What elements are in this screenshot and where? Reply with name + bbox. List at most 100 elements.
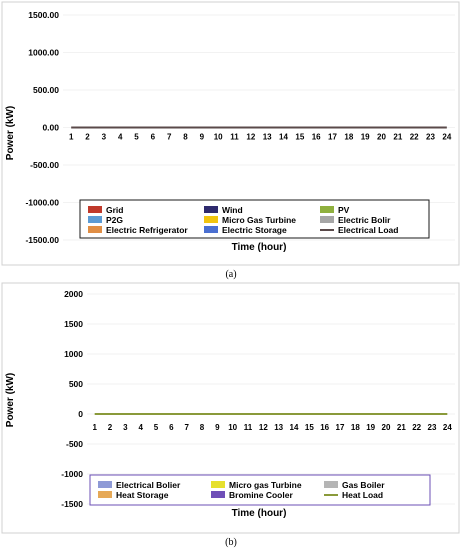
panel-a-legend-swatch bbox=[204, 206, 218, 213]
panel-b-y-tick-label: -1500 bbox=[61, 499, 83, 509]
panel-b-legend-swatch bbox=[324, 481, 338, 488]
panel-b-y-tick-label: 0 bbox=[78, 409, 83, 419]
panel-b-y-tick-label: 500 bbox=[69, 379, 83, 389]
panel-a-category-label: 3 bbox=[102, 133, 107, 142]
chart-panel-a: Power (kW) Time (hour) 1500.00 1000.00 500… bbox=[1, 1, 460, 280]
panel-a-legend-swatch bbox=[204, 226, 218, 233]
panel-a-legend: Grid Wind PV P2G Micro Gas Turbine Electric B… bbox=[79, 199, 430, 239]
panel-a-category-label: 24 bbox=[442, 133, 451, 142]
panel-a-legend-label: Electric Storage bbox=[222, 225, 287, 235]
panel-b-legend-label: Bromine Cooler bbox=[229, 490, 293, 500]
panel-a-y-axis-title: Power (kW) bbox=[5, 106, 16, 160]
panel-a-category-label: 22 bbox=[410, 133, 419, 142]
panel-b-category-label: 19 bbox=[366, 423, 375, 432]
panel-a-category-label: 10 bbox=[214, 133, 223, 142]
panel-b-legend-frame bbox=[89, 474, 431, 506]
panel-a-category-label: 6 bbox=[151, 133, 156, 142]
panel-a-category-label: 19 bbox=[361, 133, 370, 142]
panel-a-legend-swatch bbox=[204, 216, 218, 223]
panel-a-category-label: 18 bbox=[344, 133, 353, 142]
panel-a-legend-swatch bbox=[88, 226, 102, 233]
panel-a-category-label: 14 bbox=[279, 133, 288, 142]
panel-a-y-tick-label: -500.00 bbox=[30, 160, 59, 170]
panel-a-label: (a) bbox=[225, 269, 236, 280]
panel-a-category-label: 23 bbox=[426, 133, 435, 142]
panel-a-y-tick-label: -1000.00 bbox=[25, 198, 59, 208]
panel-a-legend-swatch bbox=[320, 216, 334, 223]
panel-a-legend-label: Wind bbox=[222, 205, 243, 215]
panel-a-category-label: 4 bbox=[118, 133, 123, 142]
panel-a-category-label: 21 bbox=[393, 133, 402, 142]
panel-b-y-tick-label: 1000 bbox=[64, 349, 83, 359]
panel-b-category-label: 10 bbox=[228, 423, 237, 432]
panel-b-y-tick-label: 2000 bbox=[64, 289, 83, 299]
panel-a-legend-label: Electric Bolir bbox=[338, 215, 391, 225]
panel-a-category-label: 8 bbox=[183, 133, 188, 142]
panel-a-category-label: 5 bbox=[134, 133, 139, 142]
panel-b-legend-label: Micro gas Turbine bbox=[229, 480, 302, 490]
panel-a-category-labels: 1 2 3 4 5 6 7 8 9 10 11 12 13 14 15 16 17 18 19 20 21 22 23 24 bbox=[69, 133, 452, 142]
panel-a-y-tick-label: -1500.00 bbox=[25, 235, 59, 245]
panel-b-category-label: 11 bbox=[244, 423, 253, 432]
panel-a-legend-label: Grid bbox=[106, 205, 123, 215]
panel-a-y-tick-label: 500.00 bbox=[33, 85, 59, 95]
panel-a-legend-label: Micro Gas Turbine bbox=[222, 215, 296, 225]
panel-b-y-ticks: 2000 1500 1000 500 0 -500 -1000 -1500 bbox=[61, 289, 83, 509]
panel-b-category-labels: 1 2 3 4 5 6 7 8 9 10 11 12 13 14 15 16 17 18 19 20 21 22 23 24 bbox=[92, 423, 452, 432]
panel-a-legend-label: PV bbox=[338, 205, 350, 215]
panel-b-category-label: 23 bbox=[428, 423, 437, 432]
panel-a-category-label: 13 bbox=[263, 133, 272, 142]
panel-b-category-label: 12 bbox=[259, 423, 268, 432]
panel-b-legend-label: Electrical Bolier bbox=[116, 480, 181, 490]
panel-b-category-label: 1 bbox=[92, 423, 97, 432]
panel-b-category-label: 2 bbox=[108, 423, 113, 432]
panel-b-legend-label: Gas Boiler bbox=[342, 480, 385, 490]
panel-b-y-tick-label: -500 bbox=[66, 439, 83, 449]
panel-a-category-label: 11 bbox=[230, 133, 239, 142]
panel-b-x-axis-title: Time (hour) bbox=[232, 508, 287, 519]
panel-b-category-label: 18 bbox=[351, 423, 360, 432]
panel-a-x-axis-title: Time (hour) bbox=[232, 242, 287, 253]
panel-b-category-label: 14 bbox=[290, 423, 299, 432]
panel-a-category-label: 7 bbox=[167, 133, 172, 142]
panel-b-legend-swatch bbox=[98, 481, 112, 488]
panel-b-category-label: 3 bbox=[123, 423, 128, 432]
panel-a-y-tick-label: 1500.00 bbox=[28, 10, 59, 20]
panel-a-category-label: 1 bbox=[69, 133, 74, 142]
panel-a-legend-frame bbox=[79, 199, 430, 239]
panel-b-legend-swatch bbox=[211, 481, 225, 488]
panel-b-legend-label: Heat Storage bbox=[116, 490, 169, 500]
panel-a-category-label: 12 bbox=[246, 133, 255, 142]
panel-b-category-label: 24 bbox=[443, 423, 452, 432]
panel-b-category-label: 8 bbox=[200, 423, 205, 432]
panel-b-category-label: 17 bbox=[336, 423, 345, 432]
panel-b-category-label: 13 bbox=[274, 423, 283, 432]
panel-a-y-tick-label: 0.00 bbox=[42, 123, 59, 133]
panel-b-legend-label: Heat Load bbox=[342, 490, 383, 500]
panel-b-label: (b) bbox=[225, 537, 237, 548]
panel-b-legend-swatch bbox=[98, 491, 112, 498]
panel-b-legend: Electrical Bolier Micro gas Turbine Gas Bo… bbox=[89, 474, 431, 506]
panel-a-legend-swatch bbox=[320, 206, 334, 213]
panel-b-category-label: 7 bbox=[184, 423, 189, 432]
panel-b-category-label: 22 bbox=[412, 423, 421, 432]
panel-a-legend-swatch bbox=[88, 216, 102, 223]
panel-a-category-label: 9 bbox=[200, 133, 205, 142]
panel-b-category-label: 9 bbox=[215, 423, 220, 432]
chart-panel-b: Power (kW) Time (hour) 2000 1500 1000 500 0 -… bbox=[1, 282, 460, 548]
panel-a-category-label: 17 bbox=[328, 133, 337, 142]
panel-b-category-label: 6 bbox=[169, 423, 174, 432]
panel-b-legend-swatch bbox=[211, 491, 225, 498]
panel-a-legend-label: Electrical Load bbox=[338, 225, 398, 235]
panel-b-y-axis-title: Power (kW) bbox=[5, 373, 16, 427]
panel-b-y-tick-label: -1000 bbox=[61, 469, 83, 479]
panel-b-y-tick-label: 1500 bbox=[64, 319, 83, 329]
panel-b-category-label: 21 bbox=[397, 423, 406, 432]
panel-a-category-label: 20 bbox=[377, 133, 386, 142]
panel-b-category-label: 16 bbox=[320, 423, 329, 432]
panel-a-category-label: 2 bbox=[85, 133, 90, 142]
panel-a-legend-label: P2G bbox=[106, 215, 123, 225]
panel-a-category-label: 16 bbox=[312, 133, 321, 142]
panel-b-category-label: 15 bbox=[305, 423, 314, 432]
